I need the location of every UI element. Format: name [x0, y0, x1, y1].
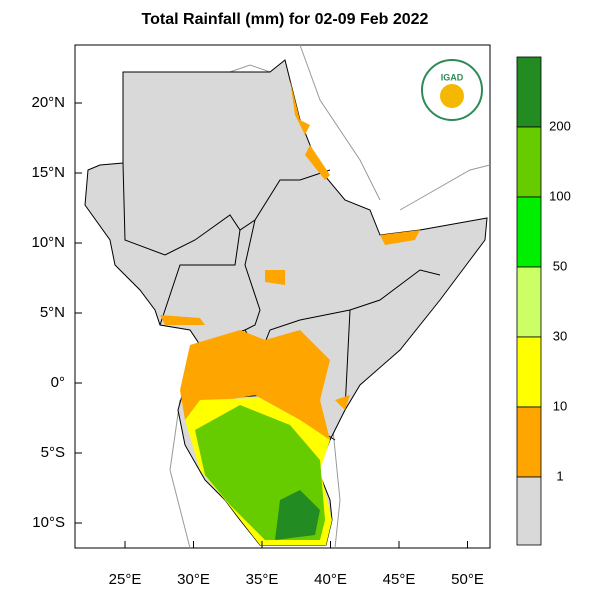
colorbar-segment	[516, 336, 542, 408]
colorbar-segment	[516, 126, 542, 198]
map-title: Total Rainfall (mm) for 02-09 Feb 2022	[142, 11, 429, 28]
y-tick-label: 10°N	[31, 234, 65, 251]
colorbar-segment	[516, 196, 542, 268]
x-tick-label: 30°E	[177, 571, 210, 588]
rain-patch-1-10	[180, 330, 330, 440]
map-area: IGAD	[74, 44, 491, 549]
colorbar-label: 1	[556, 468, 563, 483]
axes: 25°E 30°E 35°E 40°E 45°E 50°E 20°N 15°N 10°N 5°N 0…	[31, 94, 483, 588]
x-tick-label: 40°E	[314, 571, 347, 588]
colorbar-label: 30	[553, 328, 567, 343]
y-tick-label: 0°	[51, 374, 65, 391]
x-tick-label: 35°E	[246, 571, 279, 588]
y-tick-label: 10°S	[32, 514, 65, 531]
x-tick-label: 25°E	[109, 571, 142, 588]
colorbar-segment	[516, 406, 542, 478]
colorbar: 200 100 50 30 10 1	[516, 56, 571, 546]
colorbar-segment	[516, 56, 542, 128]
y-tick-label: 5°N	[40, 304, 65, 321]
colorbar-label: 100	[549, 188, 571, 203]
colorbar-segment	[516, 476, 542, 546]
x-tick-label: 45°E	[383, 571, 416, 588]
y-tick-label: 15°N	[31, 164, 65, 181]
y-tick-label: 20°N	[31, 94, 65, 111]
colorbar-label: 200	[549, 118, 571, 133]
rain-patch-200	[275, 490, 320, 540]
logo-emblem	[440, 84, 464, 108]
outer-borders	[169, 44, 491, 549]
x-tick-label: 50°E	[451, 571, 484, 588]
colorbar-label: 10	[553, 398, 567, 413]
colorbar-label: 50	[553, 258, 567, 273]
y-tick-label: 5°S	[41, 444, 65, 461]
colorbar-segment	[516, 266, 542, 338]
logo-text: IGAD	[441, 72, 464, 82]
